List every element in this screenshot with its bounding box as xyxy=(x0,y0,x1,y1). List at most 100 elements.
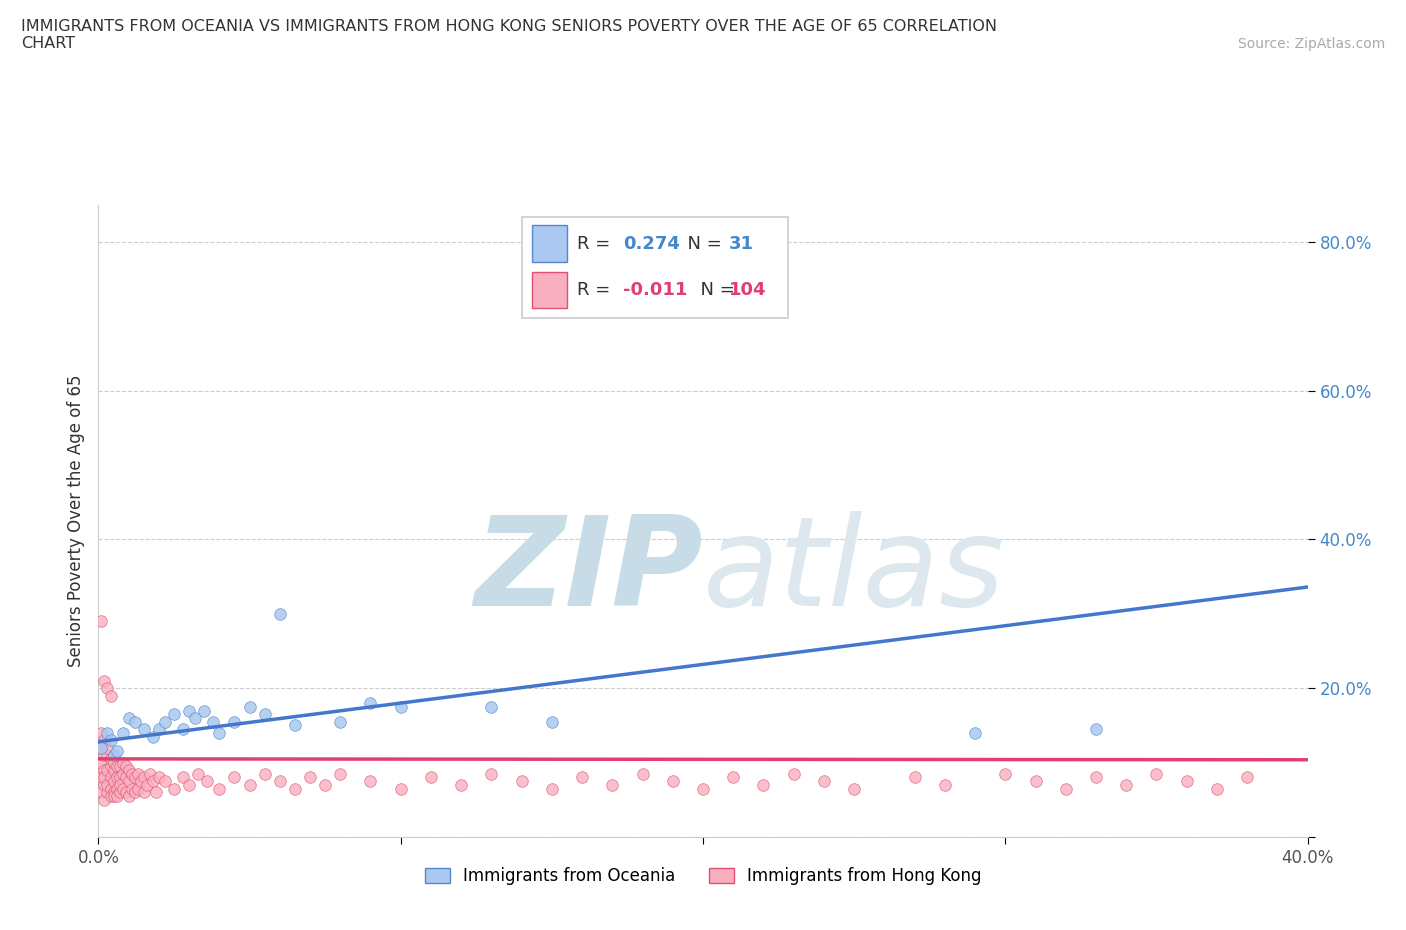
Text: R =: R = xyxy=(578,281,616,299)
Point xyxy=(153,714,176,729)
Point xyxy=(114,785,136,800)
Point xyxy=(105,789,128,804)
Legend: Immigrants from Oceania, Immigrants from Hong Kong: Immigrants from Oceania, Immigrants from… xyxy=(418,860,988,892)
Point xyxy=(100,759,122,774)
Point xyxy=(420,770,443,785)
Point xyxy=(124,714,146,729)
Point xyxy=(172,722,194,737)
Point xyxy=(103,785,125,800)
Point xyxy=(360,696,382,711)
Point xyxy=(90,725,112,740)
Y-axis label: Seniors Poverty Over the Age of 65: Seniors Poverty Over the Age of 65 xyxy=(66,375,84,667)
FancyBboxPatch shape xyxy=(533,225,567,261)
Point xyxy=(389,781,412,796)
Point xyxy=(1144,766,1167,781)
Point xyxy=(284,781,307,796)
Point xyxy=(129,774,152,789)
Point xyxy=(195,774,218,789)
Point xyxy=(100,789,122,804)
Point xyxy=(90,740,112,755)
Point xyxy=(100,751,122,766)
Point xyxy=(135,777,157,792)
Point xyxy=(103,763,125,777)
Point xyxy=(1236,770,1258,785)
FancyBboxPatch shape xyxy=(533,272,567,309)
Point xyxy=(224,770,246,785)
Point xyxy=(132,785,155,800)
Point xyxy=(103,748,125,763)
Point xyxy=(239,777,262,792)
Point xyxy=(127,766,149,781)
Point xyxy=(602,777,624,792)
Point xyxy=(124,770,146,785)
Point xyxy=(299,770,322,785)
Point xyxy=(145,785,167,800)
Point xyxy=(96,763,118,777)
Point xyxy=(329,766,352,781)
Text: 0.274: 0.274 xyxy=(623,234,679,253)
Point xyxy=(132,770,155,785)
Point xyxy=(142,774,165,789)
Point xyxy=(193,703,215,718)
Point xyxy=(100,688,122,703)
Point xyxy=(96,777,118,792)
Point xyxy=(179,703,201,718)
Point xyxy=(118,789,141,804)
Point xyxy=(142,729,165,744)
Point xyxy=(96,785,118,800)
Point xyxy=(481,766,503,781)
Point xyxy=(904,770,927,785)
Point xyxy=(994,766,1017,781)
Point xyxy=(124,785,146,800)
Point xyxy=(1115,777,1137,792)
Point xyxy=(93,770,115,785)
Point xyxy=(93,733,115,748)
Point xyxy=(111,781,134,796)
Point xyxy=(108,777,131,792)
Text: ZIP: ZIP xyxy=(474,511,703,631)
Point xyxy=(692,781,714,796)
Point xyxy=(965,725,987,740)
Point xyxy=(103,755,125,770)
Point xyxy=(96,681,118,696)
Text: 104: 104 xyxy=(730,281,766,299)
Point xyxy=(1085,770,1108,785)
Point xyxy=(450,777,472,792)
Text: Source: ZipAtlas.com: Source: ZipAtlas.com xyxy=(1237,37,1385,51)
Point xyxy=(103,774,125,789)
Text: N =: N = xyxy=(676,234,727,253)
Point xyxy=(93,777,115,792)
Point xyxy=(1054,781,1077,796)
Point xyxy=(631,766,654,781)
Point xyxy=(844,781,866,796)
Point xyxy=(96,725,118,740)
Text: -0.011: -0.011 xyxy=(623,281,688,299)
Point xyxy=(752,777,775,792)
Point xyxy=(105,744,128,759)
Point xyxy=(93,748,115,763)
Point xyxy=(329,714,352,729)
Point xyxy=(121,766,143,781)
Point xyxy=(93,763,115,777)
Point xyxy=(269,774,291,789)
Point xyxy=(121,781,143,796)
Point xyxy=(90,755,112,770)
Point xyxy=(118,711,141,725)
Text: 31: 31 xyxy=(730,234,754,253)
Point xyxy=(100,770,122,785)
Point xyxy=(284,718,307,733)
FancyBboxPatch shape xyxy=(522,218,787,318)
Point xyxy=(90,785,112,800)
Point xyxy=(103,789,125,804)
Point xyxy=(208,781,231,796)
Text: atlas: atlas xyxy=(703,511,1005,631)
Point xyxy=(253,707,276,722)
Point xyxy=(360,774,382,789)
Point xyxy=(571,770,593,785)
Point xyxy=(105,759,128,774)
Point xyxy=(90,740,112,755)
Point xyxy=(510,774,533,789)
Point xyxy=(314,777,336,792)
Point xyxy=(813,774,835,789)
Point xyxy=(153,774,176,789)
